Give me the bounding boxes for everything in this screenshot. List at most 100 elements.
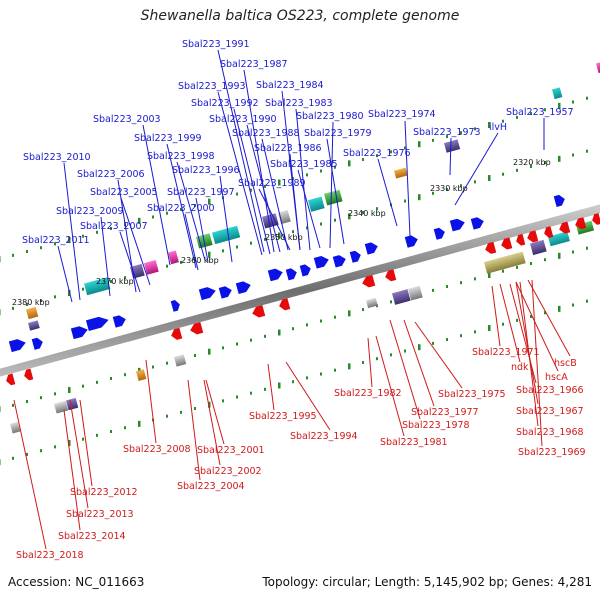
gene-label[interactable]: Sbal223_2000 [147, 203, 215, 214]
gene-label[interactable]: Sbal223_1988 [232, 128, 300, 139]
forward-gene-shape [285, 268, 297, 281]
axis-tick [68, 387, 71, 394]
leader-line [176, 161, 206, 261]
axis-tick [278, 232, 281, 239]
axis-tick [236, 395, 238, 399]
forward-gene-shape [349, 250, 361, 263]
gene-label[interactable]: Sbal223_1992 [191, 98, 259, 109]
axis-tick [208, 198, 211, 205]
gene-label[interactable]: Sbal223_1995 [249, 411, 317, 422]
gene-label[interactable]: Sbal223_2013 [66, 509, 134, 520]
gene-label[interactable]: Sbal223_2005 [90, 187, 158, 198]
axis-tick [474, 127, 476, 131]
axis-tick [110, 227, 112, 231]
gene-label[interactable]: Sbal223_1984 [256, 80, 324, 91]
gene-label[interactable]: Sbal223_2018 [16, 550, 84, 561]
axis-tick [138, 420, 141, 427]
gene-label[interactable]: Sbal223_1994 [290, 431, 358, 442]
gene-label[interactable]: Sbal223_1986 [254, 143, 322, 154]
protein-domain-block [174, 354, 187, 367]
gene-label[interactable]: Sbal223_2002 [194, 466, 262, 477]
leader-line [297, 169, 321, 249]
axis-tick [572, 303, 574, 307]
protein-domain-block [308, 196, 325, 212]
forward-gene-shape [449, 218, 465, 232]
gene-label[interactable]: Sbal223_2003 [93, 114, 161, 125]
axis-tick [292, 230, 294, 234]
gene-label[interactable]: Sbal223_1997 [167, 187, 235, 198]
gene-label[interactable]: Sbal223_2014 [58, 531, 126, 542]
protein-domain-block [324, 189, 343, 206]
axis-tick [558, 252, 561, 259]
gene-label[interactable]: Sbal223_2007 [80, 221, 148, 232]
axis-tick [222, 399, 224, 403]
gene-label[interactable]: Sbal223_2012 [70, 487, 138, 498]
gene-label[interactable]: Sbal223_1957 [506, 107, 574, 118]
forward-gene-arrow [170, 300, 180, 312]
protein-domain-block [144, 260, 159, 275]
protein-domain-block [444, 139, 461, 153]
axis-tick [110, 280, 112, 284]
gene-label[interactable]: Sbal223_1982 [334, 388, 402, 399]
axis-tick [250, 241, 252, 245]
leader-line [79, 399, 93, 487]
gene-label[interactable]: Sbal223_2009 [56, 206, 124, 217]
leader-line [414, 321, 463, 389]
gene-label[interactable]: Sbal223_1996 [172, 165, 240, 176]
reverse-gene-shape [362, 274, 376, 288]
protein-domain-block [27, 320, 40, 331]
gene-label[interactable]: Sbal223_1981 [380, 437, 448, 448]
gene-label[interactable]: Sbal223_1971 [472, 347, 540, 358]
leader-line [100, 216, 111, 297]
gene-label[interactable]: Sbal223_1987 [220, 59, 288, 70]
axis-tick [110, 377, 112, 381]
gene-label[interactable]: Sbal223_2006 [77, 169, 145, 180]
gene-label[interactable]: Sbal223_1976 [343, 148, 411, 159]
gene-label[interactable]: Sbal223_2004 [177, 481, 245, 492]
gene-label[interactable]: Sbal223_1980 [296, 111, 364, 122]
reverse-gene-arrow [24, 368, 34, 381]
axis-tick [0, 459, 1, 466]
gene-label[interactable]: Sbal223_1967 [516, 406, 584, 417]
gene-label[interactable]: Sbal223_1998 [147, 151, 215, 162]
gene-label[interactable]: Sbal223_2010 [23, 152, 91, 163]
gene-label[interactable]: Sbal223_1968 [516, 427, 584, 438]
leader-line [367, 337, 373, 388]
axis-tick [306, 226, 308, 230]
protein-domain-block [262, 213, 279, 229]
gene-label[interactable]: hscA [545, 372, 568, 383]
gene-label[interactable]: Sbal223_1973 [413, 127, 481, 138]
axis-tick [432, 341, 434, 345]
gene-label[interactable]: Sbal223_1974 [368, 109, 436, 120]
gene-label[interactable]: Sbal223_1966 [516, 385, 584, 396]
gene-label[interactable]: hscB [554, 358, 577, 369]
gene-label[interactable]: Sbal223_1979 [304, 128, 372, 139]
gene-label[interactable]: ndk [511, 362, 529, 373]
leader-line [203, 379, 221, 466]
gene-label[interactable]: Sbal223_2001 [197, 445, 265, 456]
gene-label[interactable]: Sbal223_1983 [265, 98, 333, 109]
gene-label[interactable]: Sbal223_1978 [402, 420, 470, 431]
protein-domain-block [83, 277, 111, 296]
gene-label[interactable]: Sbal223_1985 [270, 159, 338, 170]
axis-tick [96, 230, 98, 234]
leader-line [145, 359, 157, 444]
axis-tick [250, 338, 252, 342]
gene-label[interactable]: Sbal223_1977 [411, 407, 479, 418]
gene-label[interactable]: Sbal223_1991 [182, 39, 250, 50]
reverse-gene-shape [171, 327, 183, 340]
gene-label[interactable]: Sbal223_1969 [518, 447, 586, 458]
axis-tick [138, 217, 141, 224]
gene-label[interactable]: Sbal223_2008 [123, 444, 191, 455]
leader-line [142, 124, 171, 266]
forward-gene-shape [235, 281, 251, 294]
gene-label[interactable]: Sbal223_1975 [438, 389, 506, 400]
axis-tick [166, 414, 168, 418]
gene-label[interactable]: Sbal223_1989 [238, 178, 306, 189]
gene-label[interactable]: Sbal223_1993 [178, 81, 246, 92]
gene-label[interactable]: ilvH [489, 122, 507, 133]
forward-gene-shape [170, 300, 180, 312]
gene-label[interactable]: Sbal223_1990 [209, 114, 277, 125]
gene-label[interactable]: Sbal223_2011 [22, 235, 90, 246]
gene-label[interactable]: Sbal223_1999 [134, 133, 202, 144]
